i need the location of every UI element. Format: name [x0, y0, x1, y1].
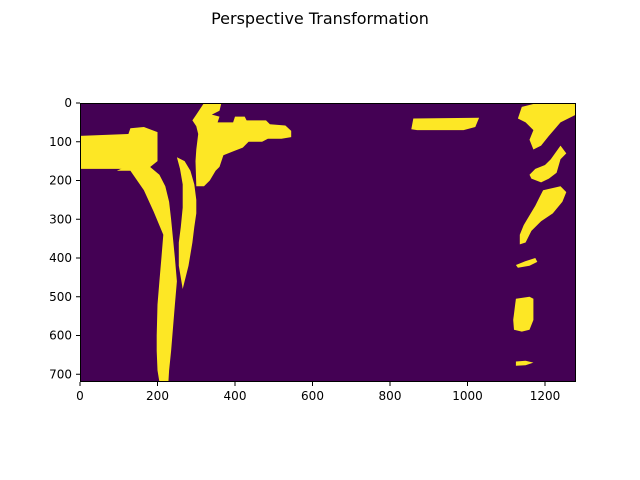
right-lane-top-bar	[411, 117, 480, 131]
y-tick-label: 100	[49, 135, 72, 149]
x-tick-label: 1200	[530, 389, 561, 403]
right-lane-bottom-sliver	[515, 360, 534, 366]
axes-frame	[80, 103, 576, 382]
x-axis-ticks: 0 200 400 600 800 1000 1200	[76, 382, 560, 403]
left-lane-line-inner	[176, 157, 197, 289]
left-lane-line-main	[116, 161, 177, 382]
right-lane-small-dash	[515, 258, 538, 268]
binary-lane-image	[80, 103, 576, 382]
y-tick-label: 400	[49, 251, 72, 265]
y-tick-label: 500	[49, 290, 72, 304]
y-tick-label: 700	[49, 367, 72, 381]
y-tick-label: 300	[49, 212, 72, 226]
right-lane-upper-blob	[517, 103, 576, 150]
x-tick-label: 0	[76, 389, 84, 403]
x-tick-label: 800	[379, 389, 402, 403]
right-lane-bottom-blob	[513, 296, 534, 332]
y-axis-ticks: 0 100 200 300 400 500 600 700	[49, 96, 80, 381]
right-lane-middle-blob	[529, 145, 567, 183]
y-tick-label: 0	[64, 96, 72, 110]
x-tick-label: 600	[301, 389, 324, 403]
left-lane-horizontal-bar	[80, 127, 158, 169]
x-tick-label: 200	[146, 389, 169, 403]
x-tick-label: 1000	[452, 389, 483, 403]
x-tick-label: 400	[224, 389, 247, 403]
y-tick-label: 600	[49, 329, 72, 343]
left-lane-upper-blob	[192, 103, 292, 187]
right-lane-lower-blob	[519, 186, 567, 245]
y-tick-label: 200	[49, 174, 72, 188]
figure-title: Perspective Transformation	[211, 9, 429, 28]
